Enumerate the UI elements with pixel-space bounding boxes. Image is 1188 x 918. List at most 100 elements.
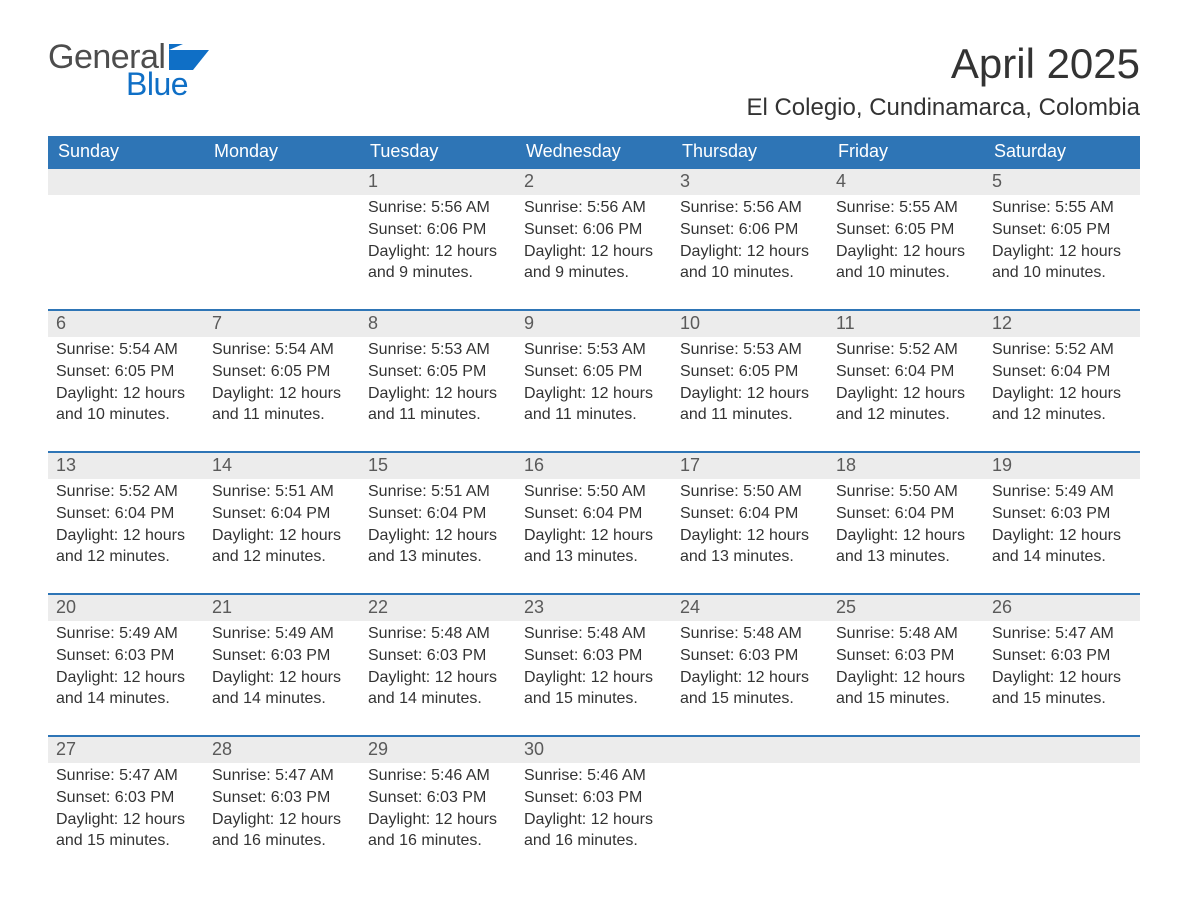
day-details: Sunrise: 5:53 AMSunset: 6:05 PMDaylight:… [360, 337, 516, 431]
daylight-line: Daylight: 12 hours and 14 minutes. [56, 667, 196, 710]
sunrise-line: Sunrise: 5:49 AM [212, 623, 352, 645]
calendar-cell: 26Sunrise: 5:47 AMSunset: 6:03 PMDayligh… [984, 593, 1140, 735]
daylight-line: Daylight: 12 hours and 15 minutes. [56, 809, 196, 852]
day-details: Sunrise: 5:48 AMSunset: 6:03 PMDaylight:… [828, 621, 984, 715]
calendar-cell: 10Sunrise: 5:53 AMSunset: 6:05 PMDayligh… [672, 309, 828, 451]
calendar-cell: 13Sunrise: 5:52 AMSunset: 6:04 PMDayligh… [48, 451, 204, 593]
sunrise-line: Sunrise: 5:47 AM [992, 623, 1132, 645]
daylight-line: Daylight: 12 hours and 9 minutes. [524, 241, 664, 284]
calendar-cell: 16Sunrise: 5:50 AMSunset: 6:04 PMDayligh… [516, 451, 672, 593]
sunset-line: Sunset: 6:03 PM [212, 645, 352, 667]
day-details: Sunrise: 5:50 AMSunset: 6:04 PMDaylight:… [516, 479, 672, 573]
daylight-line: Daylight: 12 hours and 9 minutes. [368, 241, 508, 284]
sunset-line: Sunset: 6:06 PM [524, 219, 664, 241]
calendar-week: 20Sunrise: 5:49 AMSunset: 6:03 PMDayligh… [48, 593, 1140, 735]
calendar-week: 27Sunrise: 5:47 AMSunset: 6:03 PMDayligh… [48, 735, 1140, 877]
day-number-bar [828, 735, 984, 763]
day-number: 6 [48, 309, 204, 337]
day-details: Sunrise: 5:52 AMSunset: 6:04 PMDaylight:… [48, 479, 204, 573]
day-number: 24 [672, 593, 828, 621]
daylight-line: Daylight: 12 hours and 16 minutes. [368, 809, 508, 852]
day-details: Sunrise: 5:49 AMSunset: 6:03 PMDaylight:… [48, 621, 204, 715]
day-header: Monday [204, 136, 360, 167]
calendar-cell: 23Sunrise: 5:48 AMSunset: 6:03 PMDayligh… [516, 593, 672, 735]
day-details: Sunrise: 5:53 AMSunset: 6:05 PMDaylight:… [672, 337, 828, 431]
daylight-line: Daylight: 12 hours and 16 minutes. [212, 809, 352, 852]
sunset-line: Sunset: 6:06 PM [680, 219, 820, 241]
calendar-cell: 29Sunrise: 5:46 AMSunset: 6:03 PMDayligh… [360, 735, 516, 877]
daylight-line: Daylight: 12 hours and 10 minutes. [836, 241, 976, 284]
day-header: Saturday [984, 136, 1140, 167]
sunrise-line: Sunrise: 5:56 AM [368, 197, 508, 219]
sunrise-line: Sunrise: 5:50 AM [524, 481, 664, 503]
daylight-line: Daylight: 12 hours and 12 minutes. [56, 525, 196, 568]
calendar-cell [828, 735, 984, 877]
calendar-cell: 12Sunrise: 5:52 AMSunset: 6:04 PMDayligh… [984, 309, 1140, 451]
day-number: 12 [984, 309, 1140, 337]
sunset-line: Sunset: 6:03 PM [680, 645, 820, 667]
daylight-line: Daylight: 12 hours and 11 minutes. [680, 383, 820, 426]
day-number: 20 [48, 593, 204, 621]
sunrise-line: Sunrise: 5:56 AM [680, 197, 820, 219]
sunrise-line: Sunrise: 5:46 AM [524, 765, 664, 787]
daylight-line: Daylight: 12 hours and 13 minutes. [680, 525, 820, 568]
calendar-cell: 28Sunrise: 5:47 AMSunset: 6:03 PMDayligh… [204, 735, 360, 877]
daylight-line: Daylight: 12 hours and 13 minutes. [836, 525, 976, 568]
day-header: Tuesday [360, 136, 516, 167]
calendar-cell: 3Sunrise: 5:56 AMSunset: 6:06 PMDaylight… [672, 167, 828, 309]
calendar-cell: 9Sunrise: 5:53 AMSunset: 6:05 PMDaylight… [516, 309, 672, 451]
sunrise-line: Sunrise: 5:54 AM [56, 339, 196, 361]
calendar-cell: 11Sunrise: 5:52 AMSunset: 6:04 PMDayligh… [828, 309, 984, 451]
sunset-line: Sunset: 6:05 PM [56, 361, 196, 383]
calendar-cell: 8Sunrise: 5:53 AMSunset: 6:05 PMDaylight… [360, 309, 516, 451]
calendar-cell: 14Sunrise: 5:51 AMSunset: 6:04 PMDayligh… [204, 451, 360, 593]
day-details: Sunrise: 5:49 AMSunset: 6:03 PMDaylight:… [984, 479, 1140, 573]
day-header: Wednesday [516, 136, 672, 167]
sunset-line: Sunset: 6:05 PM [836, 219, 976, 241]
day-number: 9 [516, 309, 672, 337]
day-number: 22 [360, 593, 516, 621]
sunset-line: Sunset: 6:05 PM [212, 361, 352, 383]
sunset-line: Sunset: 6:05 PM [992, 219, 1132, 241]
day-details: Sunrise: 5:46 AMSunset: 6:03 PMDaylight:… [516, 763, 672, 857]
sunrise-line: Sunrise: 5:51 AM [368, 481, 508, 503]
sunrise-line: Sunrise: 5:48 AM [368, 623, 508, 645]
sunrise-line: Sunrise: 5:50 AM [836, 481, 976, 503]
day-details: Sunrise: 5:50 AMSunset: 6:04 PMDaylight:… [672, 479, 828, 573]
calendar-cell: 15Sunrise: 5:51 AMSunset: 6:04 PMDayligh… [360, 451, 516, 593]
day-details: Sunrise: 5:47 AMSunset: 6:03 PMDaylight:… [48, 763, 204, 857]
day-number: 19 [984, 451, 1140, 479]
daylight-line: Daylight: 12 hours and 13 minutes. [524, 525, 664, 568]
day-number: 29 [360, 735, 516, 763]
day-number: 23 [516, 593, 672, 621]
calendar-cell: 2Sunrise: 5:56 AMSunset: 6:06 PMDaylight… [516, 167, 672, 309]
daylight-line: Daylight: 12 hours and 12 minutes. [836, 383, 976, 426]
daylight-line: Daylight: 12 hours and 15 minutes. [524, 667, 664, 710]
calendar-week: 1Sunrise: 5:56 AMSunset: 6:06 PMDaylight… [48, 167, 1140, 309]
day-number-bar [204, 167, 360, 195]
location: El Colegio, Cundinamarca, Colombia [746, 94, 1140, 122]
title-block: April 2025 El Colegio, Cundinamarca, Col… [746, 40, 1140, 122]
sunrise-line: Sunrise: 5:52 AM [56, 481, 196, 503]
day-details: Sunrise: 5:52 AMSunset: 6:04 PMDaylight:… [984, 337, 1140, 431]
sunrise-line: Sunrise: 5:49 AM [992, 481, 1132, 503]
daylight-line: Daylight: 12 hours and 14 minutes. [212, 667, 352, 710]
sunset-line: Sunset: 6:05 PM [524, 361, 664, 383]
calendar-cell: 24Sunrise: 5:48 AMSunset: 6:03 PMDayligh… [672, 593, 828, 735]
daylight-line: Daylight: 12 hours and 11 minutes. [212, 383, 352, 426]
sunset-line: Sunset: 6:03 PM [56, 787, 196, 809]
day-number: 4 [828, 167, 984, 195]
sunset-line: Sunset: 6:03 PM [56, 645, 196, 667]
sunset-line: Sunset: 6:03 PM [212, 787, 352, 809]
day-number: 25 [828, 593, 984, 621]
sunset-line: Sunset: 6:05 PM [680, 361, 820, 383]
day-number: 7 [204, 309, 360, 337]
daylight-line: Daylight: 12 hours and 12 minutes. [992, 383, 1132, 426]
day-details: Sunrise: 5:54 AMSunset: 6:05 PMDaylight:… [48, 337, 204, 431]
day-number: 18 [828, 451, 984, 479]
day-number: 11 [828, 309, 984, 337]
day-details: Sunrise: 5:49 AMSunset: 6:03 PMDaylight:… [204, 621, 360, 715]
day-number: 8 [360, 309, 516, 337]
day-details: Sunrise: 5:50 AMSunset: 6:04 PMDaylight:… [828, 479, 984, 573]
sunrise-line: Sunrise: 5:48 AM [524, 623, 664, 645]
